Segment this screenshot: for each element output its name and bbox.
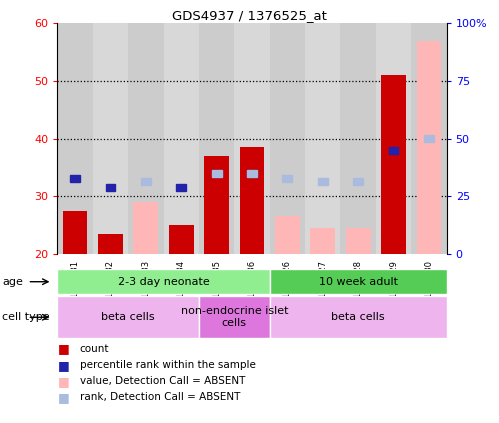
Bar [305, 23, 340, 254]
Text: beta cells: beta cells [101, 312, 155, 322]
Bar [240, 147, 264, 254]
Bar [57, 269, 269, 294]
Bar [93, 23, 128, 254]
Bar [247, 170, 257, 176]
Bar [282, 176, 292, 182]
Bar [212, 170, 222, 176]
Bar [353, 179, 363, 185]
Text: rank, Detection Call = ABSENT: rank, Detection Call = ABSENT [80, 392, 240, 402]
Bar [247, 170, 257, 176]
Text: ■: ■ [57, 343, 69, 355]
Bar [98, 233, 123, 254]
Text: 10 week adult: 10 week adult [319, 277, 398, 287]
Bar [389, 147, 399, 154]
Bar [269, 23, 305, 254]
Text: 2-3 day neonate: 2-3 day neonate [118, 277, 210, 287]
Bar [346, 228, 371, 254]
Text: beta cells: beta cells [331, 312, 385, 322]
Bar [176, 184, 186, 191]
Bar [318, 179, 328, 185]
Text: percentile rank within the sample: percentile rank within the sample [80, 360, 255, 370]
Bar [235, 23, 269, 254]
Bar [269, 296, 447, 338]
Text: value, Detection Call = ABSENT: value, Detection Call = ABSENT [80, 376, 245, 386]
Bar [376, 23, 411, 254]
Bar [212, 170, 222, 176]
Bar [340, 23, 376, 254]
Text: ■: ■ [57, 375, 69, 387]
Text: count: count [80, 344, 109, 354]
Bar [411, 23, 447, 254]
Bar [133, 202, 158, 254]
Bar [128, 23, 164, 254]
Bar [57, 296, 199, 338]
Bar [310, 228, 335, 254]
Text: non-endocrine islet
cells: non-endocrine islet cells [181, 306, 288, 328]
Text: GDS4937 / 1376525_at: GDS4937 / 1376525_at [172, 9, 327, 22]
Bar [417, 41, 441, 254]
Bar [424, 135, 434, 142]
Bar [269, 269, 447, 294]
Bar [70, 176, 80, 182]
Bar [105, 184, 115, 191]
Text: cell type: cell type [2, 312, 50, 322]
Bar [141, 179, 151, 185]
Bar [169, 225, 194, 254]
Bar [199, 296, 269, 338]
Text: age: age [2, 277, 23, 287]
Bar [63, 211, 87, 254]
Text: ■: ■ [57, 359, 69, 371]
Bar [199, 23, 235, 254]
Bar [164, 23, 199, 254]
Bar [204, 156, 229, 254]
Bar [57, 23, 93, 254]
Text: ■: ■ [57, 391, 69, 404]
Bar [381, 75, 406, 254]
Bar [275, 216, 300, 254]
